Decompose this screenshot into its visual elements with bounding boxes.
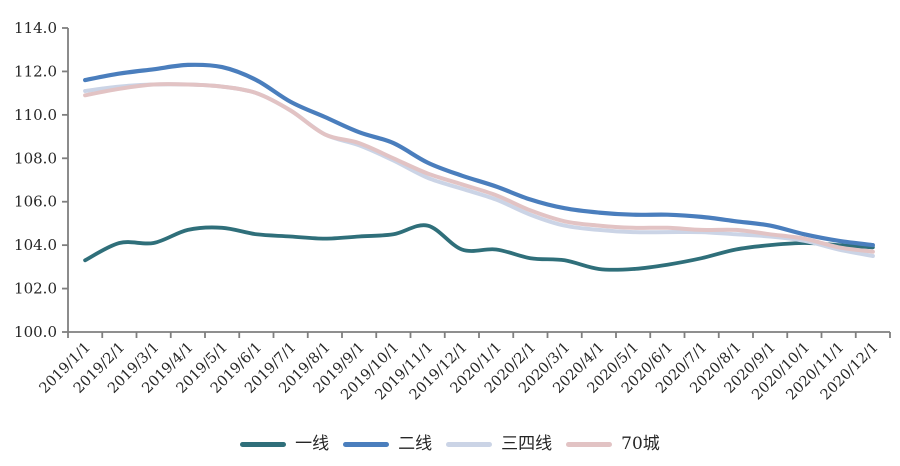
legend-label-0: 一线 <box>295 433 330 454</box>
legend-item-1: 二线 <box>343 433 433 454</box>
y-axis-ticks: 100.0 102.0 104.0 106.0 108.0 110.0 112.0 114.0 <box>14 19 68 341</box>
y-tick-label: 110.0 <box>14 106 57 124</box>
x-axis-ticks <box>67 332 891 338</box>
legend-label-3: 70城 <box>621 433 660 454</box>
series-line-0 <box>83 223 875 272</box>
plot-area: 100.0 102.0 104.0 106.0 108.0 110.0 112.0 114.0… <box>14 19 891 404</box>
series-line-1 <box>83 62 875 248</box>
y-tick-label: 112.0 <box>14 62 57 80</box>
x-axis-labels: 2019/1/12019/2/12019/3/12019/4/12019/5/1… <box>37 340 882 404</box>
legend-swatch-0 <box>240 441 287 447</box>
legend-swatch-1 <box>343 441 390 447</box>
legend-swatch-3 <box>566 441 613 447</box>
y-tick-label: 102.0 <box>14 280 57 298</box>
legend-item-2: 三四线 <box>446 433 553 454</box>
chart-legend: 一线 二线 三四线 70城 <box>0 430 900 458</box>
legend-swatch-2 <box>446 441 493 447</box>
legend-item-3: 70城 <box>566 433 660 454</box>
y-tick-label: 104.0 <box>14 236 57 254</box>
y-tick-label: 100.0 <box>14 323 57 341</box>
legend-label-1: 二线 <box>398 433 433 454</box>
y-tick-label: 106.0 <box>14 193 57 211</box>
y-tick-label: 108.0 <box>14 149 57 167</box>
series-line-3 <box>83 82 875 254</box>
y-tick-label: 114.0 <box>14 19 57 37</box>
legend-item-0: 一线 <box>240 433 330 454</box>
legend-label-2: 三四线 <box>501 433 553 454</box>
